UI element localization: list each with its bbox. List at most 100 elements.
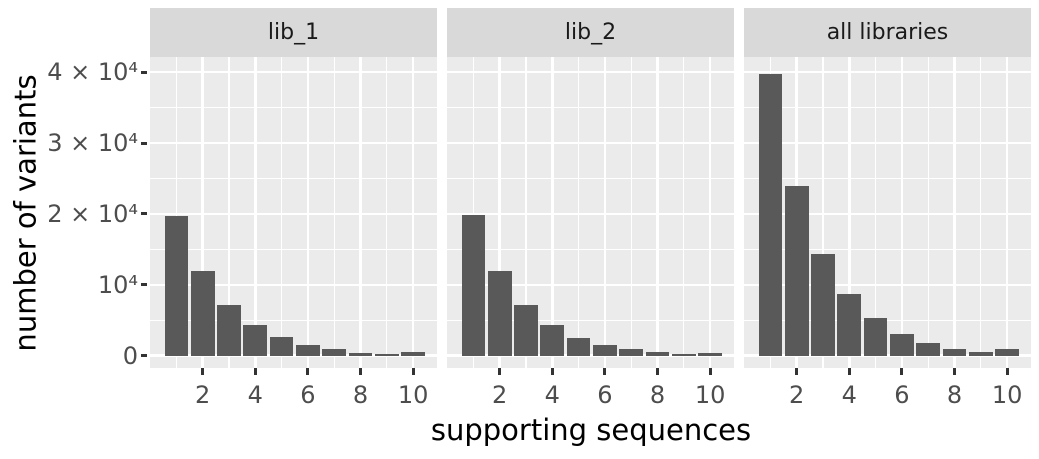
x-tick-mark bbox=[359, 368, 362, 375]
y-tick-label: 2 × 10⁴ bbox=[47, 199, 138, 228]
gridline-minor-v bbox=[333, 57, 335, 368]
bar bbox=[916, 342, 941, 356]
bar bbox=[401, 352, 425, 356]
bar bbox=[243, 324, 268, 356]
gridline-major-v bbox=[498, 57, 501, 368]
bar bbox=[164, 216, 189, 356]
bar bbox=[348, 352, 373, 356]
x-tick-mark bbox=[603, 368, 607, 375]
x-tick-label: 10 bbox=[991, 381, 1023, 409]
facet-strip: lib_1 bbox=[150, 8, 437, 57]
gridline-minor-h bbox=[150, 106, 437, 109]
x-tick-mark bbox=[953, 368, 956, 375]
gridline-minor-v bbox=[822, 57, 824, 368]
bar bbox=[619, 349, 644, 356]
gridline-minor-v bbox=[281, 57, 283, 368]
gridline-minor-h bbox=[150, 248, 437, 250]
gridline-major-v bbox=[359, 57, 362, 368]
gridline-minor-v bbox=[927, 57, 929, 368]
gridline-major-h bbox=[447, 212, 734, 216]
x-tick-label: 4 bbox=[841, 381, 857, 409]
gridline-minor-v bbox=[175, 57, 177, 368]
bar bbox=[645, 352, 670, 356]
gridline-major-h bbox=[447, 283, 734, 287]
bar bbox=[671, 353, 696, 356]
gridline-major-v bbox=[900, 57, 904, 368]
x-tick-label: 6 bbox=[300, 381, 316, 409]
gridline-major-v bbox=[1005, 57, 1009, 368]
gridline-major-h bbox=[744, 283, 1031, 287]
y-tick-mark bbox=[141, 212, 147, 216]
gridline-minor-h bbox=[447, 248, 734, 250]
bar bbox=[995, 349, 1019, 356]
x-tick-mark bbox=[498, 368, 502, 375]
gridline-major-v bbox=[708, 57, 712, 368]
gridline-major-h bbox=[447, 141, 734, 145]
gridline-major-h bbox=[150, 70, 437, 74]
gridline-major-v bbox=[254, 57, 257, 368]
facet-panel bbox=[150, 57, 437, 368]
gridline-minor-h bbox=[744, 319, 1031, 321]
bar bbox=[487, 271, 512, 356]
bar bbox=[968, 352, 993, 356]
gridline-minor-v bbox=[228, 57, 230, 368]
bar bbox=[566, 337, 591, 356]
y-tick-mark bbox=[141, 141, 147, 145]
gridline-major-v bbox=[953, 57, 956, 368]
gridline-major-v bbox=[201, 57, 204, 368]
x-tick-label: 8 bbox=[352, 381, 369, 409]
facet-strip: all libraries bbox=[744, 8, 1031, 57]
bar bbox=[322, 349, 347, 356]
x-tick-mark bbox=[708, 368, 712, 375]
gridline-major-v bbox=[411, 57, 415, 368]
gridline-minor-v bbox=[980, 57, 982, 368]
gridline-minor-h bbox=[744, 106, 1031, 109]
gridline-major-v bbox=[306, 57, 310, 368]
x-tick-mark bbox=[201, 368, 205, 375]
bar bbox=[890, 334, 914, 356]
x-tick-mark bbox=[411, 368, 415, 375]
gridline-minor-v bbox=[630, 57, 632, 368]
facet-strip-label: all libraries bbox=[826, 20, 949, 45]
gridline-major-h bbox=[744, 212, 1031, 216]
bar bbox=[837, 293, 862, 356]
gridline-major-v bbox=[848, 57, 851, 368]
y-tick-label: 10⁴ bbox=[97, 270, 138, 299]
gridline-minor-v bbox=[578, 57, 580, 368]
x-tick-mark bbox=[847, 368, 851, 375]
x-tick-mark bbox=[795, 368, 799, 375]
bar bbox=[374, 353, 399, 356]
bar bbox=[784, 186, 809, 356]
gridline-minor-h bbox=[744, 248, 1031, 250]
gridline-major-h bbox=[447, 354, 734, 357]
x-tick-label: 10 bbox=[694, 381, 726, 409]
y-tick-mark bbox=[141, 283, 147, 287]
x-tick-label: 8 bbox=[649, 381, 666, 409]
bar bbox=[190, 270, 215, 356]
x-tick-label: 10 bbox=[397, 381, 429, 409]
x-tick-mark bbox=[306, 368, 310, 375]
x-axis-title: supporting sequences bbox=[430, 413, 752, 447]
facet-panel bbox=[447, 57, 734, 368]
gridline-minor-v bbox=[525, 57, 527, 368]
bar bbox=[942, 349, 967, 356]
x-tick-label: 6 bbox=[597, 381, 613, 409]
gridline-major-h bbox=[150, 354, 437, 357]
gridline-minor-h bbox=[150, 177, 437, 180]
gridline-minor-h bbox=[447, 319, 734, 321]
x-tick-mark bbox=[1005, 368, 1009, 375]
bar bbox=[593, 345, 617, 356]
bar bbox=[514, 305, 538, 356]
y-tick-label: 3 × 10⁴ bbox=[47, 129, 138, 157]
x-tick-label: 8 bbox=[946, 381, 963, 409]
facet-strip-label: lib_1 bbox=[267, 20, 320, 45]
gridline-major-v bbox=[603, 57, 607, 368]
facet-strip: lib_2 bbox=[447, 8, 734, 57]
x-tick-label: 4 bbox=[247, 381, 263, 409]
bar bbox=[217, 305, 241, 356]
bar bbox=[540, 324, 565, 356]
gridline-minor-h bbox=[150, 319, 437, 321]
x-tick-mark bbox=[253, 368, 257, 375]
gridline-major-v bbox=[656, 57, 659, 368]
